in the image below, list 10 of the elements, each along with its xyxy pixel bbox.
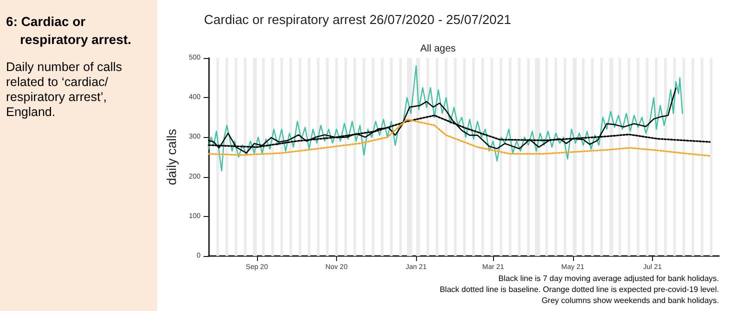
text: Daily number of calls related to ‘cardiac/ respiratory arrest’, England. — [6, 60, 124, 120]
text: Black line is 7 day moving average adjusted for bank holidays. — [497, 273, 719, 284]
text: 6: Cardiac or respiratory arrest. — [6, 13, 132, 49]
line-series — [208, 118, 711, 157]
line-series — [208, 65, 684, 172]
chart-subtitle: All ages — [420, 44, 456, 54]
text: Black dotted line is baseline. Orange dotted line is expected pre-covid-19 level. — [440, 284, 719, 295]
text: Grey columns show weekends and bank holidays. — [540, 295, 719, 306]
y-axis-title: daily calls — [164, 128, 179, 186]
chart-title: Cardiac or respiratory arrest 26/07/2020 - 25/07/2021 — [204, 12, 512, 27]
